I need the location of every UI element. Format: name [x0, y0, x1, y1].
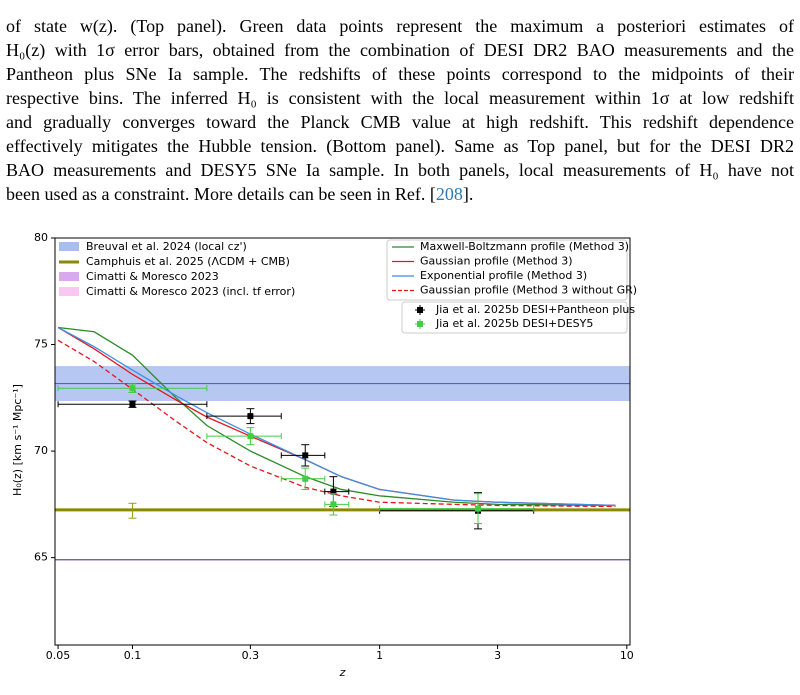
- legend-label: Jia et al. 2025b DESI+DESY5: [435, 317, 593, 330]
- y-axis-label: H₀(z) [km s⁻¹ Mpc⁻¹]: [11, 384, 24, 496]
- legend-swatch: [417, 321, 423, 327]
- legend-box: [386, 239, 628, 301]
- legend-label: Gaussian profile (Method 3 without GR): [420, 284, 637, 297]
- x-tick-label: 1: [376, 649, 383, 662]
- curve: [57, 326, 616, 507]
- marker: [330, 501, 337, 508]
- y-tick-label: 70: [34, 444, 48, 457]
- x-tick-label: 0.3: [242, 649, 260, 662]
- paragraph-line: been used as a constraint. More details …: [6, 182, 794, 206]
- curve: [57, 339, 616, 508]
- legend-label: Cimatti & Moresco 2023: [86, 270, 219, 283]
- legend-label: Maxwell-Boltzmann profile (Method 3): [420, 240, 629, 253]
- marker: [330, 488, 337, 495]
- x-tick-label: 3: [494, 649, 501, 662]
- marker: [247, 433, 254, 440]
- reference-link[interactable]: 208: [435, 184, 463, 204]
- legend-swatch: [59, 287, 79, 296]
- legend-box: [401, 301, 628, 334]
- frame: [54, 237, 631, 646]
- text: been used as a constraint. More details …: [6, 184, 436, 204]
- y-tick-label: 75: [34, 338, 48, 351]
- x-axis-label: z: [339, 666, 346, 679]
- y-tick-label: 65: [34, 551, 48, 564]
- legend-label: Camphuis et al. 2025 (ΛCDM + CMB): [86, 255, 290, 268]
- legend-label: Exponential profile (Method 3): [420, 269, 587, 282]
- marker: [302, 452, 309, 459]
- marker: [475, 505, 482, 512]
- legend-swatch: [417, 307, 423, 313]
- plot-area: [55, 326, 630, 561]
- x-tick-label: 10: [620, 649, 634, 662]
- curve: [57, 326, 616, 507]
- legend-swatch: [59, 242, 79, 251]
- legend-swatch: [59, 272, 79, 281]
- paragraph-line: respective bins. The inferred H₀ is cons…: [6, 88, 794, 108]
- x-tick-label: 0.1: [124, 649, 142, 662]
- marker: [302, 475, 309, 482]
- paragraph-line: effectively mitigates the Hubble tension…: [6, 136, 794, 156]
- marker: [247, 413, 254, 420]
- legend-label: Breuval et al. 2024 (local cz'): [86, 240, 247, 253]
- legend-label: Jia et al. 2025b DESI+Pantheon plus: [435, 303, 635, 316]
- paragraph-line: BAO measurements and DESY5 SNe Ia sample…: [6, 160, 794, 180]
- y-tick-label: 80: [34, 231, 48, 244]
- legend-label: Gaussian profile (Method 3): [420, 255, 573, 268]
- paragraph-line: Pantheon plus SNe Ia sample. The redshif…: [6, 64, 794, 84]
- marker: [129, 401, 136, 408]
- text: ].: [462, 184, 474, 204]
- paragraph-line: H₀(z) with 1σ error bars, obtained from …: [6, 40, 794, 60]
- legend-label: Cimatti & Moresco 2023 (incl. tf error): [86, 285, 295, 298]
- paragraph-line: and gradually converges toward the Planc…: [6, 112, 794, 132]
- paragraph-line: of state w(z). (Top panel). Green data p…: [6, 16, 794, 36]
- x-tick-label: 0.05: [46, 649, 71, 662]
- marker: [129, 385, 136, 392]
- curve: [57, 326, 616, 507]
